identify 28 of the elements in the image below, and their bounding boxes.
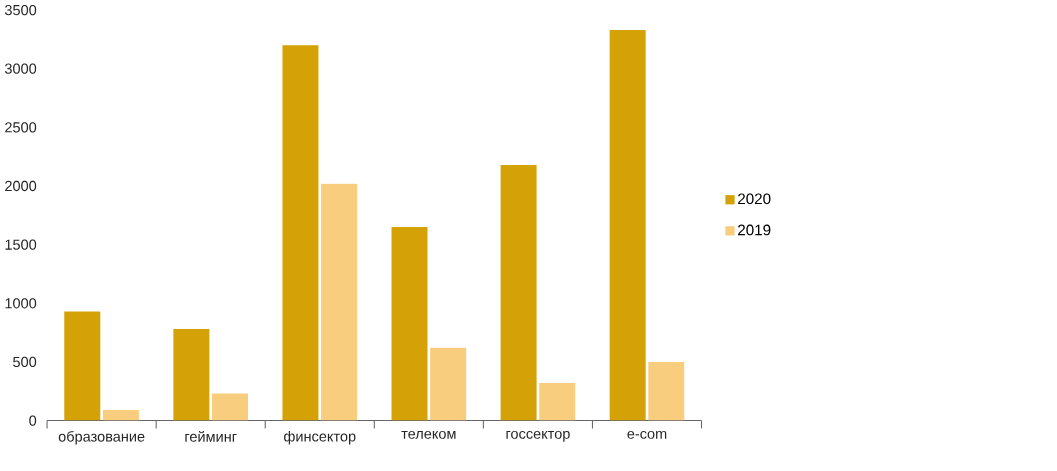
bar	[173, 329, 210, 421]
bar	[648, 361, 685, 421]
y-tick-label: 500	[13, 356, 37, 368]
y-tick-label: 3000	[4, 63, 37, 74]
bar	[282, 45, 319, 421]
x-tick-label: телеком	[401, 430, 456, 439]
bar	[391, 227, 428, 421]
bar	[609, 29, 646, 421]
legend-label: 2019	[738, 224, 771, 236]
bar	[212, 393, 248, 421]
bar	[321, 183, 358, 421]
x-tick-label: госсектор	[506, 430, 570, 442]
x-tick-label: e-com	[627, 430, 667, 439]
y-tick-label: 1000	[5, 298, 37, 309]
x-tick-label: финсектор	[284, 430, 356, 445]
x-tick-label: гейминг	[185, 430, 237, 442]
x-tick-label: образование	[58, 430, 145, 445]
y-tick-label: 2500	[5, 122, 37, 133]
legend-label: 2020	[738, 193, 771, 205]
y-tick-label: 3500	[4, 4, 37, 16]
y-tick-label: 2000	[5, 180, 37, 192]
bar	[430, 347, 467, 421]
y-tick-label: 0	[29, 415, 37, 426]
bar	[102, 410, 139, 421]
bar	[500, 164, 537, 421]
bar	[539, 383, 576, 421]
y-tick-label: 1500	[5, 239, 37, 250]
bar	[64, 311, 101, 421]
